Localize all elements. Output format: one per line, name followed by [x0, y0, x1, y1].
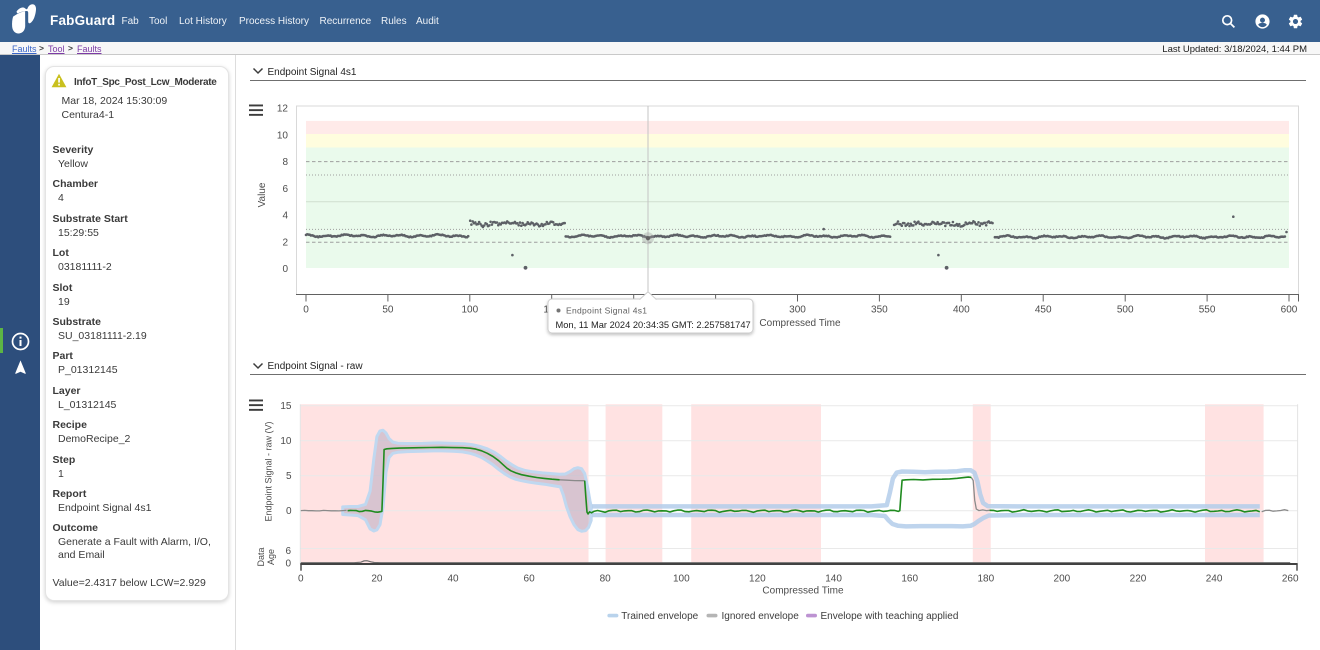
svg-text:80: 80	[600, 574, 612, 585]
svg-text:220: 220	[1130, 574, 1147, 585]
svg-text:Data: Data	[256, 547, 266, 566]
svg-text:4: 4	[282, 211, 288, 222]
svg-text:6: 6	[285, 546, 291, 557]
svg-text:Age: Age	[266, 549, 276, 565]
svg-text:260: 260	[1282, 574, 1299, 585]
svg-text:Trained envelope: Trained envelope	[621, 611, 698, 622]
svg-text:8: 8	[282, 157, 288, 168]
svg-text:120: 120	[749, 574, 766, 585]
svg-text:Envelope with teaching applied: Envelope with teaching applied	[821, 611, 959, 622]
svg-text:240: 240	[1206, 574, 1223, 585]
svg-text:550: 550	[1199, 305, 1216, 316]
svg-text:Endpoint Signal 4s1: Endpoint Signal 4s1	[566, 306, 647, 316]
svg-text:180: 180	[977, 574, 994, 585]
svg-text:50: 50	[382, 305, 394, 316]
svg-text:200: 200	[1054, 574, 1071, 585]
svg-text:40: 40	[447, 574, 459, 585]
svg-text:15: 15	[280, 401, 292, 412]
svg-text:10: 10	[277, 130, 289, 141]
svg-text:2: 2	[282, 237, 288, 248]
svg-text:0: 0	[298, 574, 304, 585]
svg-text:Compressed Time: Compressed Time	[759, 318, 841, 329]
svg-text:140: 140	[825, 574, 842, 585]
svg-text:Compressed Time: Compressed Time	[762, 586, 844, 597]
svg-text:0: 0	[282, 264, 288, 275]
svg-text:100: 100	[461, 305, 478, 316]
svg-text:600: 600	[1281, 305, 1298, 316]
svg-text:100: 100	[673, 574, 690, 585]
svg-text:20: 20	[371, 574, 383, 585]
svg-text:Endpoint Signal - raw (V): Endpoint Signal - raw (V)	[264, 421, 274, 521]
svg-text:500: 500	[1117, 305, 1134, 316]
svg-text:Mon, 11 Mar 2024 20:34:35 GMT:: Mon, 11 Mar 2024 20:34:35 GMT: 2.2575817…	[556, 320, 751, 330]
svg-text:160: 160	[901, 574, 918, 585]
svg-text:400: 400	[953, 305, 970, 316]
svg-text:60: 60	[524, 574, 536, 585]
svg-text:10: 10	[280, 436, 292, 447]
svg-text:Value: Value	[257, 182, 268, 207]
svg-text:Ignored envelope: Ignored envelope	[722, 611, 800, 622]
svg-text:300: 300	[789, 305, 806, 316]
svg-text:0: 0	[286, 506, 292, 517]
svg-text:6: 6	[282, 184, 288, 195]
svg-text:0: 0	[303, 305, 309, 316]
svg-text:450: 450	[1035, 305, 1052, 316]
svg-text:350: 350	[871, 305, 888, 316]
svg-text:0: 0	[285, 559, 291, 570]
svg-text:5: 5	[286, 471, 292, 482]
svg-text:12: 12	[277, 104, 289, 115]
